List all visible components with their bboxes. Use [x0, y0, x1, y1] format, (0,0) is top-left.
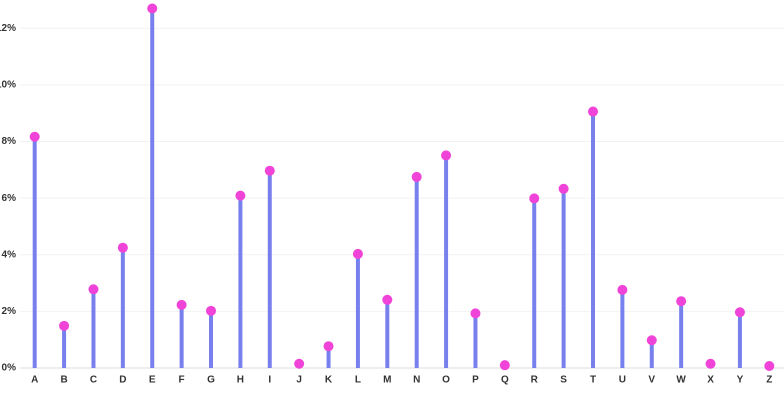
dot [88, 284, 99, 295]
x-tick-label: J [296, 375, 302, 386]
x-tick-label: X [707, 375, 714, 386]
x-tick-label: Q [501, 375, 509, 386]
y-tick-label: 2% [2, 306, 17, 317]
dot [117, 242, 128, 253]
x-tick-label: Y [737, 375, 744, 386]
x-tick-label: D [119, 375, 126, 386]
y-tick-label: 4% [2, 249, 17, 260]
x-tick-label: E [149, 375, 156, 386]
x-tick-label: Z [766, 375, 772, 386]
y-tick-label: 12% [0, 23, 16, 34]
x-tick-label: C [90, 375, 97, 386]
x-tick-label: P [472, 375, 479, 386]
y-tick-label: 6% [2, 193, 17, 204]
dot [176, 299, 187, 310]
dot [323, 341, 334, 352]
dot [147, 3, 158, 14]
x-tick-label: W [676, 375, 686, 386]
x-tick-label: I [268, 375, 271, 386]
y-tick-label: 10% [0, 80, 16, 91]
dot [734, 307, 745, 318]
dot [588, 106, 598, 117]
dot [59, 320, 70, 331]
x-tick-label: S [560, 375, 567, 386]
dot [235, 190, 246, 201]
dot [206, 305, 216, 316]
dot [294, 358, 305, 369]
x-tick-label: V [648, 375, 655, 386]
y-tick-label: 0% [2, 363, 17, 374]
x-tick-label: N [413, 375, 420, 386]
x-tick-label: K [325, 375, 333, 386]
dot [382, 294, 393, 305]
y-tick-label: 8% [2, 136, 17, 147]
dot [558, 183, 569, 194]
x-tick-label: M [383, 375, 391, 386]
x-tick-label: T [590, 375, 596, 386]
x-tick-label: A [31, 375, 38, 386]
dot [764, 361, 775, 372]
x-tick-label: L [355, 375, 361, 386]
x-tick-label: G [207, 375, 215, 386]
x-tick-label: F [179, 375, 185, 386]
dot [264, 165, 275, 176]
x-tick-label: O [442, 375, 450, 386]
dot [529, 193, 540, 204]
dot [352, 248, 363, 259]
dot [646, 335, 657, 346]
x-tick-label: U [619, 375, 626, 386]
dot [617, 284, 628, 295]
x-tick-label: B [60, 375, 67, 386]
dot [499, 360, 510, 371]
x-tick-label: R [531, 375, 539, 386]
x-tick-label: H [237, 375, 244, 386]
dot [441, 150, 452, 161]
dot [470, 308, 481, 319]
dot [411, 171, 422, 182]
dot [676, 296, 687, 307]
dot [705, 358, 716, 369]
dot [29, 131, 40, 142]
